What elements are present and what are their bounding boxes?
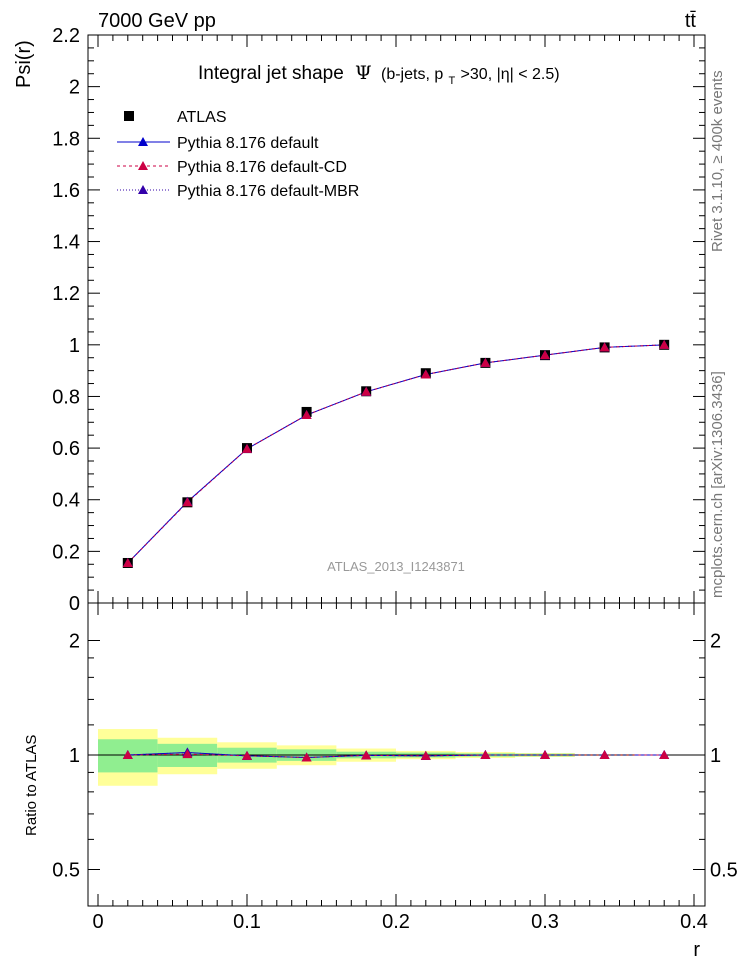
mc-point-cd — [420, 369, 431, 379]
mc-point-cd — [242, 443, 252, 453]
legend-marker-mbr — [138, 185, 148, 194]
mc-point-cd — [122, 557, 133, 567]
main-ytick-label: 1.6 — [52, 180, 80, 202]
mc-point-cd — [659, 339, 670, 349]
ratio-xtick-label: 0.4 — [680, 911, 708, 933]
title-detail-sub: T — [449, 75, 456, 87]
energy-label: 7000 GeV pp — [98, 10, 216, 32]
main-ytick-label: 0.4 — [52, 490, 80, 512]
legend-label-atlas: ATLAS — [177, 109, 227, 126]
ratio-xlabel: r — [693, 939, 700, 961]
mc-point-cd — [540, 350, 550, 360]
mc-point-cd — [599, 342, 610, 352]
legend-marker-cd — [138, 161, 148, 170]
main-ytick-label: 0 — [69, 593, 80, 615]
legend-marker-atlas — [124, 111, 134, 121]
legend-label-cd: Pythia 8.176 default-CD — [177, 159, 347, 176]
series-line-mbr — [127, 344, 665, 564]
mcplots-label: mcplots.cern.ch [arXiv:1306.3436] — [709, 371, 726, 598]
main-ytick-label: 1 — [69, 335, 80, 357]
ratio-ytick-label-right: 1 — [710, 745, 721, 767]
main-ytick-label: 0.2 — [52, 541, 80, 563]
title-symbol: Ψ — [355, 62, 372, 84]
main-title: Integral jet shape Ψ (b-jets, p T >30, |… — [198, 62, 560, 89]
series-line-default — [127, 344, 665, 564]
ratio-point-cd — [361, 750, 372, 760]
series-line-cd — [127, 344, 665, 564]
analysis-watermark: ATLAS_2013_I1243871 — [327, 559, 465, 574]
ratio-point-cd — [122, 750, 133, 759]
main-ylabel: Psi(r) — [13, 40, 35, 88]
ratio-ytick-label: 0.5 — [52, 860, 80, 882]
ratio-point-cd — [242, 750, 252, 760]
ratio-xtick-label: 0 — [92, 911, 103, 933]
main-ytick-label: 2 — [69, 77, 80, 99]
main-ytick-label: 1.8 — [52, 128, 80, 150]
main-ytick-label: 0.6 — [52, 438, 80, 460]
ratio-axis-ticks: 0.5 0.5 1 1 2 2 0 0.1 0.2 0.3 0.4 — [52, 603, 738, 933]
ratio-ytick-label-right: 0.5 — [710, 860, 738, 882]
main-ytick-label: 1.2 — [52, 283, 80, 305]
main-series-group — [122, 339, 670, 568]
title-main: Integral jet shape — [198, 63, 344, 84]
mc-point-cd — [361, 386, 372, 396]
ratio-panel: 0.5 0.5 1 1 2 2 0 0.1 0.2 0.3 0.4 Ratio to ATLAS r — [23, 602, 738, 961]
ratio-line-mbr — [127, 752, 665, 758]
legend-label-default: Pythia 8.176 default — [177, 135, 319, 152]
process-label: tt̄ — [685, 10, 697, 32]
ratio-xtick-label: 0.2 — [382, 911, 410, 933]
main-ytick-label: 1.4 — [52, 232, 80, 254]
ratio-ytick-label: 1 — [69, 745, 80, 767]
ratio-point-cd — [420, 750, 431, 760]
ratio-point-cd — [182, 749, 193, 759]
ratio-point-cd — [480, 750, 491, 759]
main-panel: 0 0.2 0.4 0.6 0.8 1 1.2 1.4 1.6 1.8 2 2.2 Psi(r) In… — [13, 25, 706, 615]
title-detail-rest: >30, |η| < 2.5) — [461, 66, 560, 83]
ratio-series-group — [122, 747, 670, 762]
mc-point-cd — [182, 497, 193, 507]
ratio-ytick-label: 2 — [69, 631, 80, 653]
main-ytick-label: 2.2 — [52, 25, 80, 47]
legend: ATLAS Pythia 8.176 default Pythia 8.176 … — [117, 109, 359, 200]
main-ytick-label: 0.8 — [52, 386, 80, 408]
ratio-point-cd — [659, 750, 670, 759]
ratio-ylabel: Ratio to ATLAS — [23, 735, 40, 836]
legend-label-mbr: Pythia 8.176 default-MBR — [177, 183, 359, 200]
ratio-point-cd — [540, 750, 550, 759]
ratio-xtick-label: 0.3 — [531, 911, 559, 933]
ratio-ytick-label-right: 2 — [710, 631, 721, 653]
mc-point-cd — [480, 357, 491, 367]
legend-marker-default — [138, 137, 148, 146]
ratio-point-cd — [599, 750, 610, 759]
title-detail: (b-jets, p — [381, 66, 443, 83]
main-axis-ticks: 0 0.2 0.4 0.6 0.8 1 1.2 1.4 1.6 1.8 2 2.2 — [52, 25, 705, 615]
ratio-point-cd — [301, 752, 312, 762]
rivet-version-label: Rivet 3.1.10, ≥ 400k events — [709, 70, 726, 252]
mc-point-cd — [301, 410, 312, 420]
ratio-xtick-label: 0.1 — [233, 911, 261, 933]
